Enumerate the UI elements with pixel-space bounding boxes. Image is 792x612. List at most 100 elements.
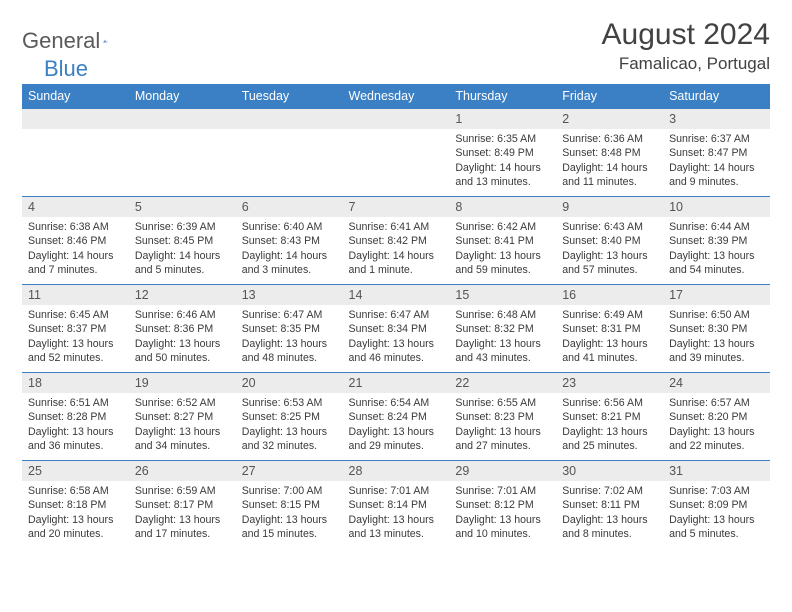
calendar-day-cell: 7Sunrise: 6:41 AMSunset: 8:42 PMDaylight…	[343, 197, 450, 285]
calendar-day-cell: 23Sunrise: 6:56 AMSunset: 8:21 PMDayligh…	[556, 373, 663, 461]
day-number	[22, 109, 129, 129]
sunset-text: Sunset: 8:37 PM	[28, 322, 123, 336]
calendar-day-cell: 6 Sunrise: 6:40 AMSunset: 8:43 PMDaylight…	[236, 197, 343, 285]
day-number: 24	[663, 373, 770, 393]
sunset-text: Sunset: 8:24 PM	[349, 410, 444, 424]
daylight-text: Daylight: 13 hours and 27 minutes.	[455, 425, 550, 454]
day-number: 15	[449, 285, 556, 305]
daylight-text: Daylight: 13 hours and 57 minutes.	[562, 249, 657, 278]
calendar-day-cell: 24Sunrise: 6:57 AMSunset: 8:20 PMDayligh…	[663, 373, 770, 461]
calendar-day-cell: 22Sunrise: 6:55 AMSunset: 8:23 PMDayligh…	[449, 373, 556, 461]
sunrise-text: Sunrise: 6:41 AM	[349, 220, 444, 234]
calendar-week-row: 25Sunrise: 6:58 AMSunset: 8:18 PMDayligh…	[22, 461, 770, 549]
calendar-day-cell: 31Sunrise: 7:03 AMSunset: 8:09 PMDayligh…	[663, 461, 770, 549]
calendar-day-cell: 4Sunrise: 6:38 AMSunset: 8:46 PMDaylight…	[22, 197, 129, 285]
daylight-text: Daylight: 13 hours and 34 minutes.	[135, 425, 230, 454]
logo-text-blue: Blue	[44, 56, 88, 81]
calendar-day-cell: 8Sunrise: 6:42 AMSunset: 8:41 PMDaylight…	[449, 197, 556, 285]
sunset-text: Sunset: 8:32 PM	[455, 322, 550, 336]
sunset-text: Sunset: 8:36 PM	[135, 322, 230, 336]
calendar-table: SundayMondayTuesdayWednesdayThursdayFrid…	[22, 84, 770, 549]
day-details: Sunrise: 6:55 AMSunset: 8:23 PMDaylight:…	[449, 393, 556, 458]
daylight-text: Daylight: 14 hours and 11 minutes.	[562, 161, 657, 190]
sunrise-text: Sunrise: 6:47 AM	[349, 308, 444, 322]
day-number: 8	[449, 197, 556, 217]
calendar-day-cell: 26Sunrise: 6:59 AMSunset: 8:17 PMDayligh…	[129, 461, 236, 549]
daylight-text: Daylight: 13 hours and 20 minutes.	[28, 513, 123, 542]
day-details: Sunrise: 6:42 AMSunset: 8:41 PMDaylight:…	[449, 217, 556, 282]
daylight-text: Daylight: 14 hours and 5 minutes.	[135, 249, 230, 278]
weekday-header: Sunday	[22, 84, 129, 109]
sunset-text: Sunset: 8:39 PM	[669, 234, 764, 248]
sunrise-text: Sunrise: 6:46 AM	[135, 308, 230, 322]
sunset-text: Sunset: 8:09 PM	[669, 498, 764, 512]
day-details: Sunrise: 6:49 AMSunset: 8:31 PMDaylight:…	[556, 305, 663, 370]
sunset-text: Sunset: 8:48 PM	[562, 146, 657, 160]
daylight-text: Daylight: 14 hours and 9 minutes.	[669, 161, 764, 190]
daylight-text: Daylight: 13 hours and 8 minutes.	[562, 513, 657, 542]
sunset-text: Sunset: 8:34 PM	[349, 322, 444, 336]
sunset-text: Sunset: 8:17 PM	[135, 498, 230, 512]
day-details: Sunrise: 6:50 AMSunset: 8:30 PMDaylight:…	[663, 305, 770, 370]
sunset-text: Sunset: 8:47 PM	[669, 146, 764, 160]
header: General August 2024 Famalicao, Portugal	[22, 18, 770, 74]
sunset-text: Sunset: 8:42 PM	[349, 234, 444, 248]
sunset-text: Sunset: 8:49 PM	[455, 146, 550, 160]
weekday-header: Wednesday	[343, 84, 450, 109]
daylight-text: Daylight: 13 hours and 52 minutes.	[28, 337, 123, 366]
day-number: 12	[129, 285, 236, 305]
day-number: 21	[343, 373, 450, 393]
day-number: 18	[22, 373, 129, 393]
weekday-header: Friday	[556, 84, 663, 109]
daylight-text: Daylight: 13 hours and 32 minutes.	[242, 425, 337, 454]
day-number: 6	[236, 197, 343, 217]
sunset-text: Sunset: 8:11 PM	[562, 498, 657, 512]
daylight-text: Daylight: 14 hours and 3 minutes.	[242, 249, 337, 278]
day-details: Sunrise: 6:59 AMSunset: 8:17 PMDaylight:…	[129, 481, 236, 546]
daylight-text: Daylight: 13 hours and 43 minutes.	[455, 337, 550, 366]
sunrise-text: Sunrise: 6:58 AM	[28, 484, 123, 498]
calendar-day-cell: 19Sunrise: 6:52 AMSunset: 8:27 PMDayligh…	[129, 373, 236, 461]
day-number	[236, 109, 343, 129]
daylight-text: Daylight: 13 hours and 22 minutes.	[669, 425, 764, 454]
calendar-body: 1Sunrise: 6:35 AMSunset: 8:49 PMDaylight…	[22, 109, 770, 549]
day-number: 28	[343, 461, 450, 481]
month-title: August 2024	[602, 18, 770, 52]
day-details: Sunrise: 7:02 AMSunset: 8:11 PMDaylight:…	[556, 481, 663, 546]
calendar-day-cell: 27Sunrise: 7:00 AMSunset: 8:15 PMDayligh…	[236, 461, 343, 549]
day-details: Sunrise: 6:43 AMSunset: 8:40 PMDaylight:…	[556, 217, 663, 282]
sunrise-text: Sunrise: 6:40 AM	[242, 220, 337, 234]
day-number: 25	[22, 461, 129, 481]
calendar-day-cell: 3Sunrise: 6:37 AMSunset: 8:47 PMDaylight…	[663, 109, 770, 197]
day-number: 17	[663, 285, 770, 305]
sunrise-text: Sunrise: 7:00 AM	[242, 484, 337, 498]
daylight-text: Daylight: 13 hours and 50 minutes.	[135, 337, 230, 366]
day-details: Sunrise: 6:51 AMSunset: 8:28 PMDaylight:…	[22, 393, 129, 458]
day-details: Sunrise: 6:48 AMSunset: 8:32 PMDaylight:…	[449, 305, 556, 370]
sunrise-text: Sunrise: 6:51 AM	[28, 396, 123, 410]
day-details: Sunrise: 6:35 AMSunset: 8:49 PMDaylight:…	[449, 129, 556, 194]
sunset-text: Sunset: 8:28 PM	[28, 410, 123, 424]
calendar-day-cell: 21Sunrise: 6:54 AMSunset: 8:24 PMDayligh…	[343, 373, 450, 461]
sunset-text: Sunset: 8:43 PM	[242, 234, 337, 248]
calendar-day-cell	[236, 109, 343, 197]
day-number: 9	[556, 197, 663, 217]
logo-text-general: General	[22, 28, 100, 54]
sunrise-text: Sunrise: 6:47 AM	[242, 308, 337, 322]
sunset-text: Sunset: 8:27 PM	[135, 410, 230, 424]
sunrise-text: Sunrise: 6:57 AM	[669, 396, 764, 410]
sunset-text: Sunset: 8:20 PM	[669, 410, 764, 424]
sunrise-text: Sunrise: 6:59 AM	[135, 484, 230, 498]
calendar-day-cell: 13Sunrise: 6:47 AMSunset: 8:35 PMDayligh…	[236, 285, 343, 373]
daylight-text: Daylight: 13 hours and 36 minutes.	[28, 425, 123, 454]
day-number: 27	[236, 461, 343, 481]
daylight-text: Daylight: 14 hours and 13 minutes.	[455, 161, 550, 190]
day-details: Sunrise: 6:36 AMSunset: 8:48 PMDaylight:…	[556, 129, 663, 194]
daylight-text: Daylight: 14 hours and 1 minute.	[349, 249, 444, 278]
daylight-text: Daylight: 13 hours and 48 minutes.	[242, 337, 337, 366]
day-number: 2	[556, 109, 663, 129]
day-details: Sunrise: 6:57 AMSunset: 8:20 PMDaylight:…	[663, 393, 770, 458]
sunrise-text: Sunrise: 6:54 AM	[349, 396, 444, 410]
day-details: Sunrise: 6:53 AMSunset: 8:25 PMDaylight:…	[236, 393, 343, 458]
sunset-text: Sunset: 8:40 PM	[562, 234, 657, 248]
